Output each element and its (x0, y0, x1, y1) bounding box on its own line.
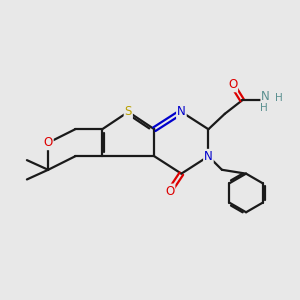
Text: O: O (165, 184, 174, 197)
Text: N: N (261, 90, 270, 103)
Text: H: H (260, 103, 267, 113)
Text: O: O (228, 78, 237, 91)
Text: N: N (204, 150, 213, 163)
Text: N: N (177, 105, 186, 119)
Text: S: S (124, 105, 132, 119)
Text: H: H (275, 93, 283, 103)
Text: O: O (44, 136, 53, 149)
